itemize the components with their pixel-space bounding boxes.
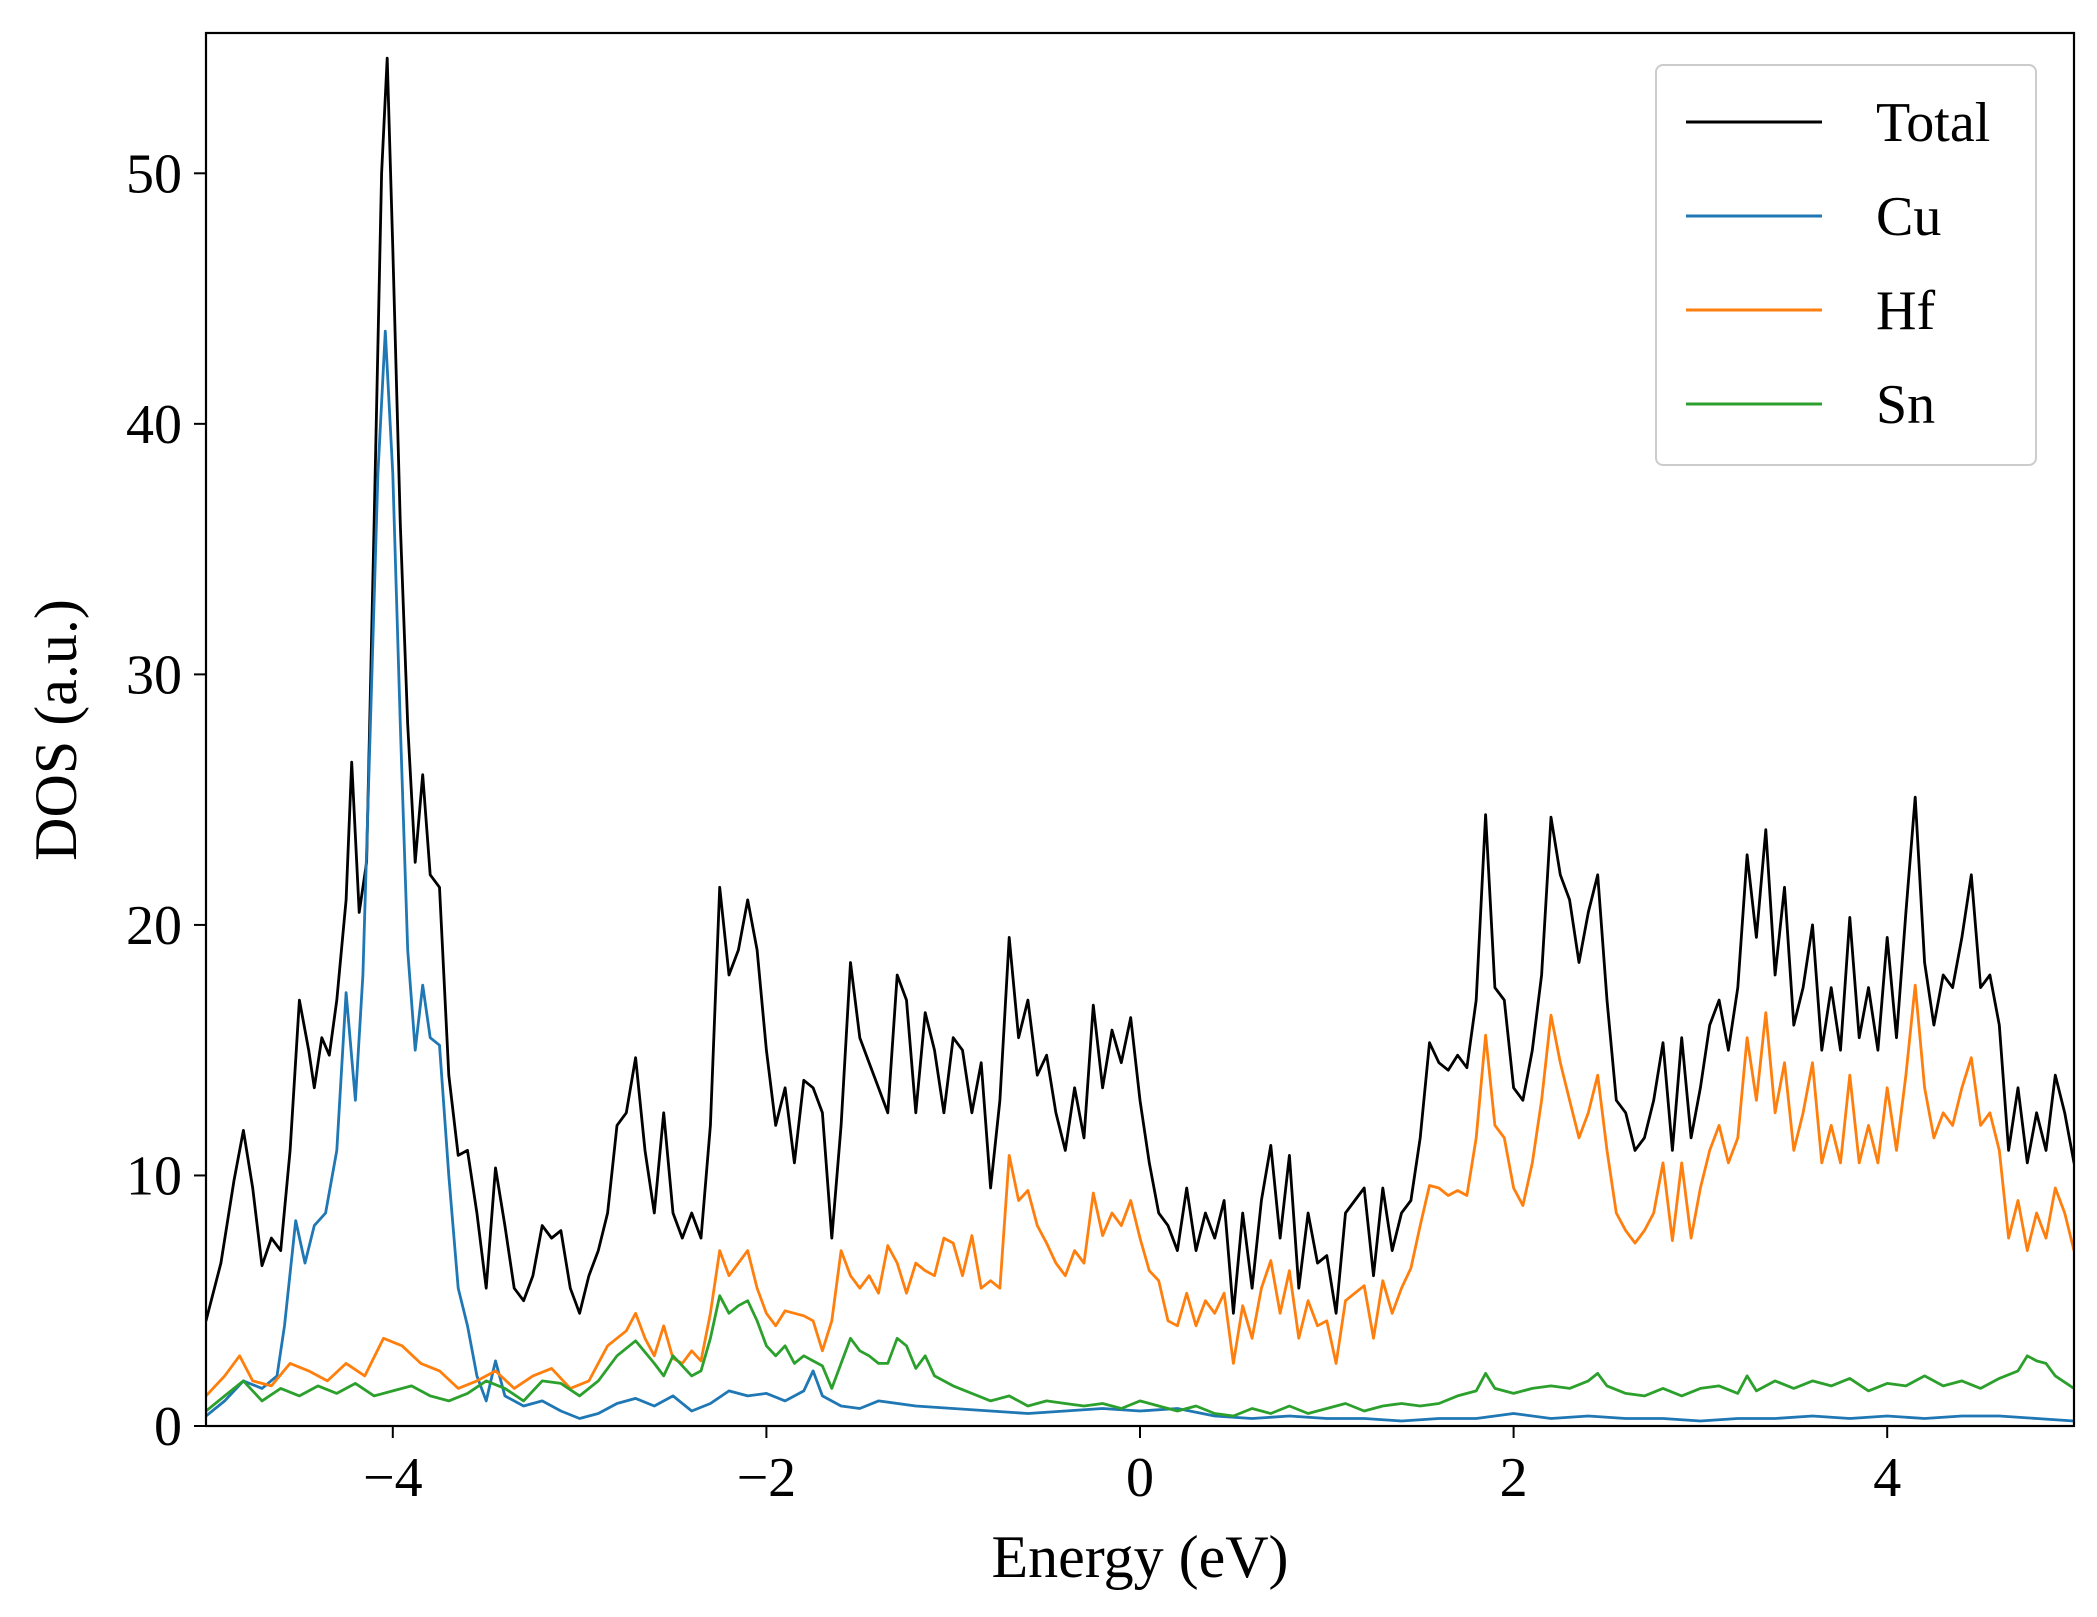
legend-label-sn: Sn [1876, 374, 1935, 436]
x-tick-label: 0 [1126, 1447, 1154, 1509]
x-tick-label: 4 [1873, 1447, 1901, 1509]
legend: Total Cu Hf Sn [1655, 64, 2037, 466]
legend-box [1655, 64, 2037, 466]
x-tick-label: 2 [1500, 1447, 1528, 1509]
y-tick-label: 10 [126, 1145, 182, 1207]
y-tick-label: 40 [126, 394, 182, 456]
legend-label-total: Total [1876, 92, 1990, 154]
x-tick-label: −4 [363, 1447, 423, 1509]
y-tick-label: 50 [126, 143, 182, 205]
series-layer [206, 56, 2074, 1423]
legend-label-hf: Hf [1876, 280, 1935, 342]
series-line-cu [206, 329, 2074, 1423]
y-tick-label: 20 [126, 895, 182, 957]
x-axis: −4 −2 0 2 4 [363, 1426, 1901, 1509]
y-tick-label: 0 [154, 1396, 182, 1458]
series-line-hf [206, 983, 2074, 1398]
series-line-total [206, 56, 2074, 1323]
legend-label-cu: Cu [1876, 186, 1941, 248]
x-axis-label: Energy (eV) [991, 1524, 1288, 1590]
y-tick-label: 30 [126, 644, 182, 706]
series-line-sn [206, 1294, 2074, 1418]
y-axis-label: DOS (a.u.) [23, 599, 89, 861]
x-tick-label: −2 [737, 1447, 797, 1509]
y-axis: 0 10 20 30 40 50 [126, 143, 206, 1458]
